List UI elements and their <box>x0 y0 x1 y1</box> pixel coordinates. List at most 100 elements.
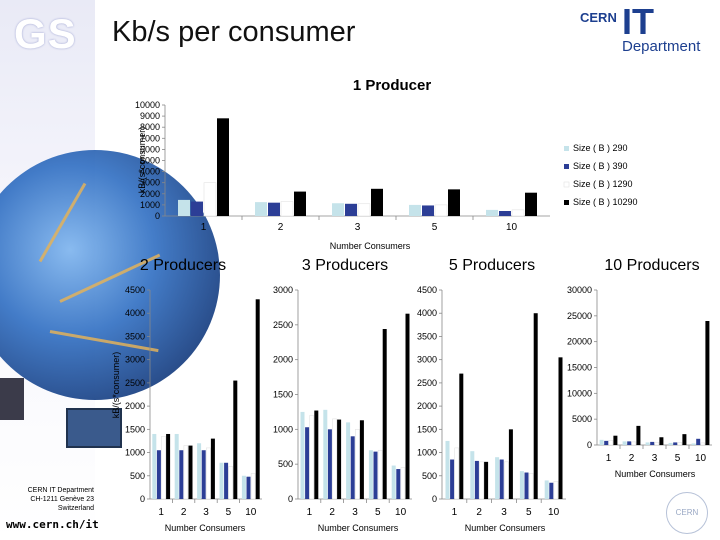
bar-290-cat-2 <box>323 409 328 499</box>
x-tick-label: 10 <box>695 453 707 464</box>
x-tick-label: 2 <box>629 453 635 464</box>
server-device-image <box>0 378 24 420</box>
bar-10290-cat-3 <box>359 420 364 499</box>
y-tick-label: 3500 <box>125 331 145 341</box>
y-tick-label: 2500 <box>273 320 293 330</box>
x-tick-label: 1 <box>201 222 207 233</box>
bar-390-cat-3 <box>201 450 206 499</box>
x-tick-label: 5 <box>526 507 532 518</box>
y-tick-label: 4500 <box>417 285 437 295</box>
x-tick-label: 10 <box>506 222 518 233</box>
bar-1290-cat-10 <box>700 442 706 446</box>
y-tick-label: 1500 <box>273 390 293 400</box>
y-tick-label: 1500 <box>417 424 437 434</box>
bar-390-cat-3 <box>499 459 504 499</box>
bar-1290-cat-5 <box>377 449 383 500</box>
bar-1290-cat-3 <box>206 447 211 500</box>
x-tick-label: 1 <box>307 507 313 518</box>
y-tick-label: 8000 <box>140 122 160 132</box>
y-tick-label: 9000 <box>140 111 160 121</box>
y-tick-label: 2000 <box>417 401 437 411</box>
y-tick-label: 0 <box>140 494 145 504</box>
bar-10290-cat-5 <box>448 189 460 216</box>
x-tick-label: 3 <box>352 507 358 518</box>
y-tick-label: 1000 <box>417 448 437 458</box>
bar-10290-cat-2 <box>484 461 489 499</box>
bar-10290-cat-1 <box>314 410 319 499</box>
bar-390-cat-5 <box>673 442 678 445</box>
y-tick-label: 15000 <box>567 363 592 373</box>
bar-1290-cat-2 <box>631 441 637 446</box>
bar-290-cat-5 <box>219 462 224 499</box>
x-tick-label: 10 <box>548 507 560 518</box>
bar-1290-cat-1 <box>608 440 614 446</box>
bar-290-cat-5 <box>409 204 421 216</box>
cern-brand-text: CERN <box>580 10 617 25</box>
y-tick-label: 3000 <box>125 355 145 365</box>
x-tick-label: 3 <box>355 222 361 233</box>
x-axis-label: Number Consumers <box>165 523 246 533</box>
y-tick-label: 2000 <box>125 401 145 411</box>
x-axis-label: Number Consumers <box>465 523 546 533</box>
x-tick-label: 2 <box>476 507 482 518</box>
bar-390-cat-3 <box>350 436 355 499</box>
bar-390-cat-1 <box>156 450 161 499</box>
legend-label: Size ( B ) 290 <box>573 143 628 153</box>
bar-1290-cat-10 <box>511 209 525 217</box>
y-tick-label: 30000 <box>567 285 592 295</box>
bar-390-cat-5 <box>373 451 378 499</box>
bar-390-cat-1 <box>604 440 609 445</box>
x-tick-label: 1 <box>158 507 164 518</box>
bar-1290-cat-3 <box>355 429 360 500</box>
bar-10290-cat-10 <box>405 313 410 499</box>
bar-10290-cat-2 <box>636 425 641 445</box>
y-tick-label: 3000 <box>273 285 293 295</box>
y-tick-label: 7000 <box>140 133 160 143</box>
y-tick-label: 5000 <box>572 414 592 424</box>
bar-1290-cat-10 <box>250 473 256 500</box>
chart-title: 2 Producers <box>140 257 226 274</box>
x-tick-label: 3 <box>501 507 507 518</box>
bar-10290-cat-5 <box>533 313 538 499</box>
bar-290-cat-3 <box>332 203 344 216</box>
x-tick-label: 1 <box>606 453 612 464</box>
bar-10290-cat-10 <box>525 192 537 216</box>
slide-title: Kb/s per consumer <box>112 16 356 48</box>
bar-390-cat-2 <box>179 450 184 499</box>
legend-label: Size ( B ) 10290 <box>573 197 638 207</box>
y-axis-label: kB/(s*consumer) <box>137 127 147 194</box>
bar-290-cat-1 <box>300 411 305 499</box>
header-bar <box>95 0 720 67</box>
y-tick-label: 500 <box>278 459 293 469</box>
x-axis-label: Number Consumers <box>318 523 399 533</box>
bar-390-cat-1 <box>305 427 310 499</box>
bar-1290-cat-1 <box>454 447 459 500</box>
y-tick-label: 0 <box>432 494 437 504</box>
bar-290-cat-3 <box>197 443 202 499</box>
bar-290-cat-10 <box>544 480 549 499</box>
y-tick-label: 20000 <box>567 337 592 347</box>
bar-290-cat-2 <box>174 433 179 499</box>
bar-290-cat-2 <box>622 441 627 445</box>
bar-1290-cat-3 <box>357 203 371 217</box>
bar-1290-cat-2 <box>332 418 337 500</box>
bar-390-cat-1 <box>450 459 455 499</box>
x-axis-label: Number Consumers <box>330 241 411 251</box>
y-tick-label: 4500 <box>125 285 145 295</box>
bar-10290-cat-2 <box>294 191 306 216</box>
bar-390-cat-1 <box>191 201 203 216</box>
bar-290-cat-5 <box>668 442 673 445</box>
bar-10290-cat-3 <box>508 429 513 499</box>
bar-10290-cat-5 <box>382 329 387 499</box>
y-tick-label: 0 <box>587 440 592 450</box>
bar-10290-cat-5 <box>682 434 687 445</box>
bar-1290-cat-1 <box>203 182 217 217</box>
x-tick-label: 3 <box>203 507 209 518</box>
bar-390-cat-3 <box>345 203 357 216</box>
bar-1290-cat-3 <box>504 461 509 500</box>
bar-1290-cat-2 <box>479 461 484 500</box>
bar-290-cat-10 <box>391 465 396 499</box>
bar-290-cat-1 <box>152 433 157 499</box>
y-tick-label: 1000 <box>273 424 293 434</box>
